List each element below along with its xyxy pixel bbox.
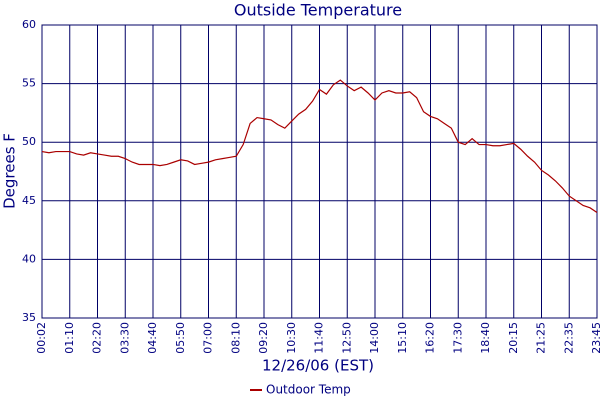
x-tick-label: 02:20 [91,322,104,354]
y-tick-label: 35 [22,311,36,324]
y-tick-label: 60 [22,18,36,31]
y-tick-label: 45 [22,194,36,207]
x-tick-label: 18:40 [479,322,492,354]
y-tick-label: 50 [22,135,36,148]
x-tick-label: 01:10 [63,322,76,354]
x-tick-label: 15:10 [396,322,409,354]
x-tick-label: 08:10 [229,322,242,354]
x-tick-label: 09:20 [257,322,270,354]
x-tick-label: 21:25 [535,322,548,354]
x-tick-label: 14:00 [368,322,381,354]
x-tick-label: 00:02 [35,322,48,354]
x-tick-label: 12:50 [340,322,353,354]
x-tick-label: 10:30 [285,322,298,354]
x-tick-label: 04:40 [146,322,159,354]
y-tick-label: 55 [22,77,36,90]
x-tick-label: 11:40 [313,322,326,354]
x-axis-label: 12/26/06 (EST) [262,357,374,375]
legend-label: Outdoor Temp [266,383,351,397]
x-tick-label: 16:20 [424,322,437,354]
x-tick-label: 03:30 [118,322,131,354]
x-tick-label: 07:00 [202,322,215,354]
y-axis-label: Degrees F [1,133,19,209]
x-tick-label: 17:30 [451,322,464,354]
x-tick-label: 22:35 [562,322,575,354]
x-tick-label: 05:50 [174,322,187,354]
x-tick-label: 23:45 [590,322,600,354]
chart-title: Outside Temperature [234,1,402,20]
y-tick-label: 40 [22,252,36,265]
data-line [41,79,598,214]
x-tick-label: 20:15 [507,322,520,354]
